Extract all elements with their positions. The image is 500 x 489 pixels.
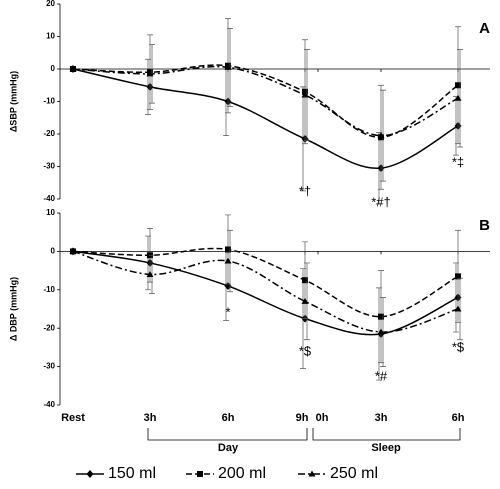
marker — [378, 313, 384, 320]
marker — [69, 247, 77, 254]
x-tick-label: Rest — [61, 412, 85, 424]
marker — [377, 328, 385, 335]
series-line — [72, 64, 459, 139]
marker — [454, 305, 462, 312]
x-tick-label: 6h — [452, 412, 465, 424]
annotation: *‡ — [452, 154, 464, 169]
panel-label: A — [479, 20, 490, 37]
series-line — [72, 247, 459, 318]
panel-label: B — [479, 217, 490, 234]
y-tick-label: -30 — [43, 162, 55, 171]
marker — [69, 65, 77, 72]
legend-label: 150 ml — [108, 465, 156, 482]
y-tick-label: -30 — [43, 362, 55, 371]
y-tick-label: -20 — [43, 323, 55, 332]
y-tick-label: 0 — [51, 64, 56, 73]
y-tick-label: 0 — [51, 247, 56, 256]
x-tick-label: 9h — [296, 412, 309, 424]
legend-label: 200 ml — [218, 465, 266, 482]
series-line — [72, 250, 459, 333]
y-tick-label: 20 — [46, 0, 55, 8]
marker — [146, 270, 154, 277]
marker — [301, 297, 309, 304]
series-line — [72, 68, 459, 169]
marker — [146, 70, 154, 77]
x-tick-label: 0h — [316, 412, 329, 424]
marker — [197, 471, 203, 477]
annotation: * — [225, 304, 230, 319]
marker — [302, 277, 308, 284]
marker — [308, 470, 316, 477]
marker — [455, 273, 461, 280]
y-tick-label: -20 — [43, 129, 55, 138]
marker — [454, 94, 462, 101]
x-tick-label: 3h — [144, 412, 157, 424]
annotation: *# — [375, 368, 388, 383]
x-tick-label: 3h — [375, 412, 388, 424]
y-tick-label: -40 — [43, 194, 55, 203]
series-line — [72, 250, 459, 336]
y-axis-label: ΔSBP (mmHg) — [8, 71, 18, 132]
marker — [86, 470, 94, 478]
group-label: Sleep — [371, 442, 401, 454]
series-line — [72, 65, 459, 137]
marker — [224, 63, 232, 70]
y-tick-label: -40 — [43, 400, 55, 409]
annotation: *$ — [299, 343, 312, 358]
y-tick-label: 10 — [46, 32, 55, 41]
group-bracket — [147, 428, 461, 441]
annotation: *† — [299, 183, 311, 198]
group-label: Day — [218, 442, 239, 454]
marker — [224, 257, 232, 264]
y-tick-label: -10 — [43, 97, 55, 106]
marker — [301, 91, 309, 98]
marker — [377, 132, 385, 139]
marker — [455, 82, 461, 89]
annotation: *#† — [371, 194, 391, 209]
y-axis-label: Δ DBP (mmHg) — [8, 277, 18, 341]
x-tick-label: 6h — [222, 412, 235, 424]
marker — [225, 246, 231, 253]
legend-label: 250 ml — [330, 465, 378, 482]
y-tick-label: 10 — [46, 208, 55, 217]
y-tick-label: -10 — [43, 285, 55, 294]
annotation: *$ — [452, 339, 465, 354]
